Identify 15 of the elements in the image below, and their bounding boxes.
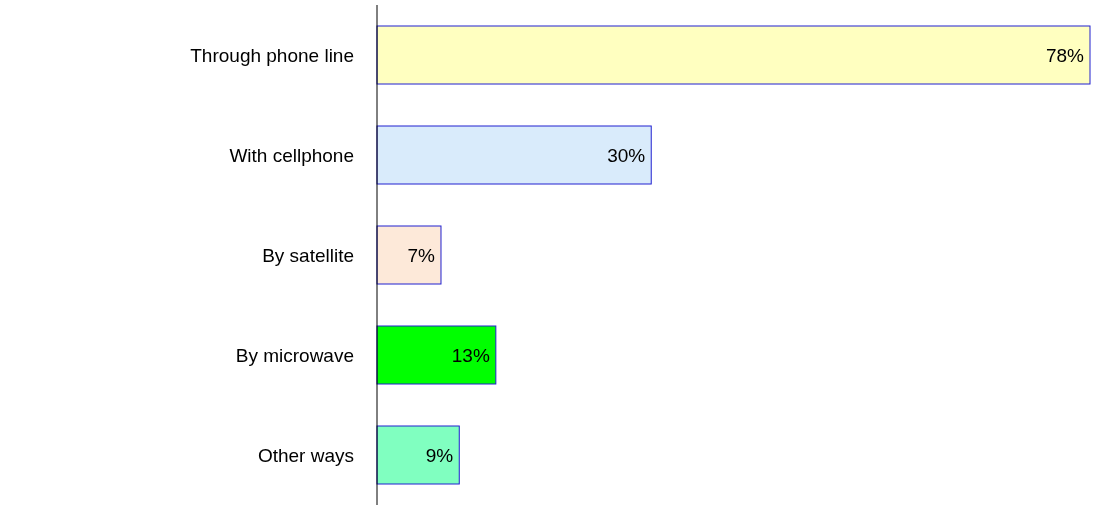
y-tick-label: Other ways	[257, 444, 354, 466]
y-tick-label: By satellite	[262, 244, 354, 266]
bar	[376, 425, 460, 485]
bar	[376, 125, 652, 185]
y-tick-label: With cellphone	[229, 144, 354, 166]
y-tick-label: Through phone line	[190, 44, 354, 66]
data-label: 9%	[425, 444, 454, 466]
data-label: 30%	[607, 144, 646, 166]
data-label: 78%	[1045, 44, 1085, 66]
bar	[376, 25, 1091, 85]
bar	[376, 225, 442, 285]
data-label: 13%	[451, 344, 490, 366]
bar	[376, 325, 497, 385]
data-label: 7%	[407, 244, 436, 266]
y-tick-label: By microwave	[235, 344, 354, 366]
